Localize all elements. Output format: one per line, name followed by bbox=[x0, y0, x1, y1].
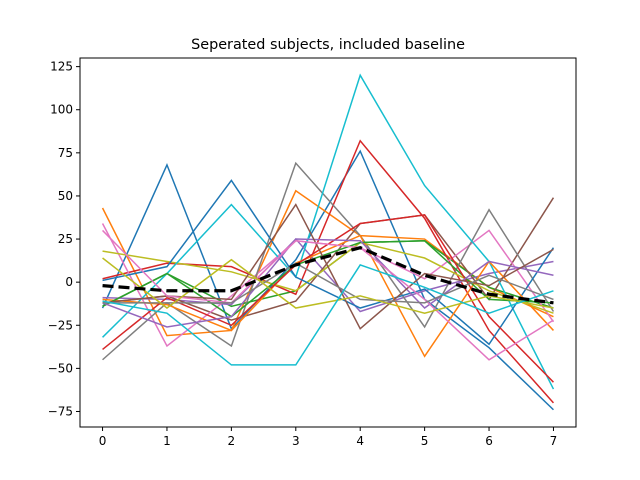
series-line-19 bbox=[102, 257, 554, 314]
series-line-11 bbox=[102, 179, 555, 346]
y-tick-label: 0 bbox=[65, 275, 73, 289]
x-tick-label: 3 bbox=[292, 434, 300, 448]
series-line-15 bbox=[102, 238, 554, 328]
x-tick-label: 6 bbox=[485, 434, 493, 448]
y-tick-label: 125 bbox=[50, 60, 73, 74]
x-tick-label: 2 bbox=[228, 434, 236, 448]
series-line-10 bbox=[102, 73, 555, 390]
y-tick-label: 25 bbox=[58, 232, 73, 246]
series-line-baseline bbox=[102, 245, 554, 305]
series-line-8 bbox=[102, 161, 555, 361]
plot-frame bbox=[79, 57, 577, 428]
series-line-18 bbox=[102, 262, 554, 304]
chart-title: Seperated subjects, included baseline bbox=[191, 37, 465, 53]
y-tick-label: −50 bbox=[48, 361, 73, 375]
series-layer bbox=[101, 73, 555, 411]
series-line-20 bbox=[102, 264, 554, 366]
x-tick-label: 0 bbox=[99, 434, 107, 448]
y-tick-label: 50 bbox=[58, 189, 73, 203]
x-tick-label: 7 bbox=[550, 434, 558, 448]
x-tick-label: 1 bbox=[163, 434, 171, 448]
y-tick-label: −25 bbox=[48, 318, 73, 332]
x-tick-label: 5 bbox=[421, 434, 429, 448]
y-tick-label: 100 bbox=[50, 103, 73, 117]
series-line-12 bbox=[102, 234, 554, 358]
y-tick-label: −75 bbox=[48, 404, 73, 418]
series-line-1 bbox=[101, 149, 554, 411]
series-line-17 bbox=[102, 229, 554, 361]
axes-layer: 0 1 2 3 4 5 6 7 −75 −50 −25 0 25 50 75 100 125 bbox=[48, 57, 577, 448]
x-tick-label: 4 bbox=[356, 434, 364, 448]
y-tick-label: 75 bbox=[58, 146, 73, 160]
